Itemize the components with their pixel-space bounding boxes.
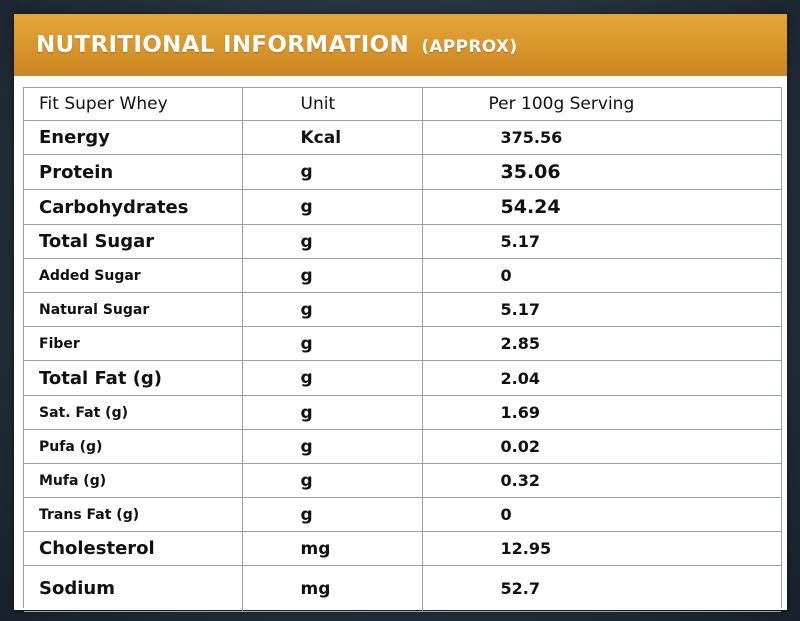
nutrient-name: Sodium xyxy=(24,565,243,612)
nutrient-value: 0 xyxy=(422,258,781,293)
table-row: Cholesterol mg 12.95 xyxy=(24,531,781,566)
nutrient-unit: g xyxy=(242,189,423,225)
nutrient-unit: g xyxy=(242,224,423,259)
banner-title-main: NUTRITIONAL INFORMATION xyxy=(36,32,410,58)
nutrient-name: Mufa (g) xyxy=(24,463,243,498)
table-row: Sat. Fat (g) g 1.69 xyxy=(24,395,781,430)
nutrient-value: 0.02 xyxy=(422,429,781,464)
table-row: Protein g 35.06 xyxy=(24,154,781,190)
header-product: Fit Super Whey xyxy=(24,88,243,121)
nutrient-name: Added Sugar xyxy=(24,258,243,293)
nutrient-unit: g xyxy=(242,497,423,532)
nutrient-value: 0 xyxy=(422,497,781,532)
table-row: Energy Kcal 375.56 xyxy=(24,120,781,155)
nutrient-unit: g xyxy=(242,292,423,327)
nutrient-value: 375.56 xyxy=(422,120,781,155)
nutrient-name: Carbohydrates xyxy=(24,189,243,225)
nutrient-value: 52.7 xyxy=(422,565,781,612)
nutrient-name: Fiber xyxy=(24,326,243,361)
nutrient-unit: mg xyxy=(242,531,423,566)
nutrient-value: 12.95 xyxy=(422,531,781,566)
nutrient-value: 54.24 xyxy=(422,189,781,225)
nutrient-value: 0.32 xyxy=(422,463,781,498)
nutrient-name: Natural Sugar xyxy=(24,292,243,327)
nutrient-name: Total Fat (g) xyxy=(24,360,243,396)
nutrient-value: 5.17 xyxy=(422,224,781,259)
nutrient-value: 2.04 xyxy=(422,360,781,396)
nutrient-name: Trans Fat (g) xyxy=(24,497,243,532)
banner-title-approx: (APPROX) xyxy=(421,37,518,57)
nutrient-unit: g xyxy=(242,154,423,190)
nutrient-unit: g xyxy=(242,395,423,430)
nutrient-unit: g xyxy=(242,258,423,293)
table-row: Sodium mg 52.7 xyxy=(24,565,781,612)
table-row: Total Fat (g) g 2.04 xyxy=(24,360,781,396)
nutrition-table-wrap: Fit Super Whey Unit Per 100g Serving Ene… xyxy=(23,87,782,612)
table-row: Total Sugar g 5.17 xyxy=(24,224,781,259)
nutrient-name: Cholesterol xyxy=(24,531,243,566)
nutrient-name: Energy xyxy=(24,120,243,155)
banner-title: NUTRITIONAL INFORMATION (APPROX) xyxy=(36,32,517,58)
nutrient-name: Total Sugar xyxy=(24,224,243,259)
nutrient-value: 5.17 xyxy=(422,292,781,327)
nutrient-name: Protein xyxy=(24,154,243,190)
table-row: Mufa (g) g 0.32 xyxy=(24,463,781,498)
table-row: Added Sugar g 0 xyxy=(24,258,781,293)
nutrient-value: 2.85 xyxy=(422,326,781,361)
nutrition-card: NUTRITIONAL INFORMATION (APPROX) Fit Sup… xyxy=(14,14,787,612)
nutrient-unit: g xyxy=(242,429,423,464)
table-header-row: Fit Super Whey Unit Per 100g Serving xyxy=(24,88,781,121)
nutrient-unit: g xyxy=(242,463,423,498)
title-banner: NUTRITIONAL INFORMATION (APPROX) xyxy=(14,14,787,76)
nutrient-name: Pufa (g) xyxy=(24,429,243,464)
table-row: Pufa (g) g 0.02 xyxy=(24,429,781,464)
table-row: Carbohydrates g 54.24 xyxy=(24,189,781,225)
nutrient-unit: g xyxy=(242,326,423,361)
table-row: Trans Fat (g) g 0 xyxy=(24,497,781,532)
nutrient-unit: mg xyxy=(242,565,423,612)
nutrient-unit: Kcal xyxy=(242,120,423,155)
nutrition-table: Fit Super Whey Unit Per 100g Serving Ene… xyxy=(24,88,781,612)
table-row: Fiber g 2.85 xyxy=(24,326,781,361)
nutrient-value: 1.69 xyxy=(422,395,781,430)
header-unit: Unit xyxy=(242,88,423,121)
nutrient-value: 35.06 xyxy=(422,154,781,190)
nutrient-name: Sat. Fat (g) xyxy=(24,395,243,430)
header-per-100g: Per 100g Serving xyxy=(422,88,781,121)
nutrient-unit: g xyxy=(242,360,423,396)
table-row: Natural Sugar g 5.17 xyxy=(24,292,781,327)
